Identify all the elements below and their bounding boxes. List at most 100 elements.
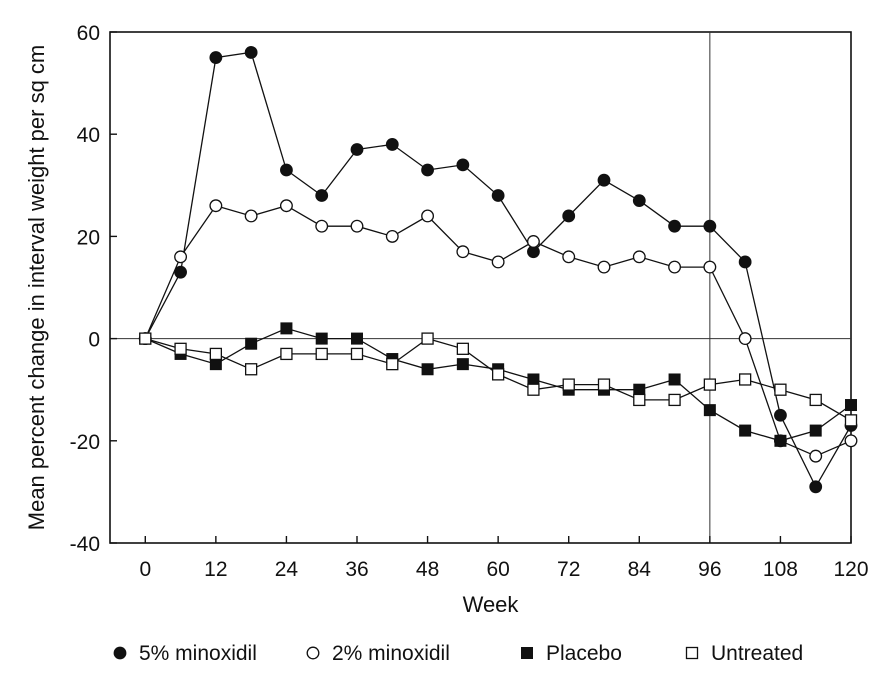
data-point-series-0 — [774, 408, 787, 422]
data-point-series-1 — [491, 255, 505, 269]
data-point-series-2 — [280, 322, 293, 335]
x-tick-label: 48 — [416, 558, 439, 581]
plot-frame — [109, 31, 852, 544]
data-point-series-1 — [844, 434, 858, 448]
data-point-series-0 — [315, 189, 329, 202]
data-point-series-1 — [738, 332, 752, 346]
data-point-series-0 — [209, 51, 223, 64]
data-point-series-3 — [597, 378, 611, 391]
data-point-series-1 — [350, 219, 364, 233]
data-point-series-1 — [809, 449, 823, 463]
x-tick-label: 0 — [139, 558, 151, 581]
data-point-series-0 — [632, 194, 646, 208]
data-point-series-2 — [527, 373, 540, 386]
data-point-series-2 — [668, 373, 681, 386]
data-point-series-2 — [845, 399, 857, 412]
data-point-series-3 — [633, 393, 646, 407]
data-point-series-1 — [597, 260, 611, 274]
x-tick-label: 36 — [345, 558, 368, 581]
data-point-series-2 — [315, 332, 328, 345]
x-tick-label: 108 — [763, 558, 798, 581]
legend-marker-3 — [685, 646, 699, 660]
x-tick-label: 24 — [275, 558, 299, 581]
data-point-series-2 — [209, 358, 222, 371]
data-point-series-1 — [668, 260, 682, 274]
data-point-series-3 — [386, 357, 399, 371]
data-point-series-2 — [774, 434, 787, 447]
data-point-series-1 — [562, 250, 576, 264]
data-point-series-2 — [809, 424, 822, 437]
series-line-0 — [144, 51, 852, 489]
data-point-series-0 — [703, 219, 717, 233]
legend-marker-1 — [306, 646, 320, 660]
x-tick-label: 120 — [833, 558, 868, 581]
data-point-series-3 — [844, 414, 858, 427]
data-point-series-2 — [245, 337, 258, 350]
x-tick-label: 12 — [204, 558, 227, 581]
data-point-series-3 — [280, 347, 293, 361]
data-point-series-1 — [421, 209, 435, 223]
data-point-series-0 — [456, 158, 470, 172]
y-tick-label: 0 — [88, 329, 100, 352]
data-point-series-1 — [244, 209, 258, 223]
data-point-series-2 — [739, 424, 752, 437]
data-point-series-1 — [209, 199, 223, 213]
data-point-series-0 — [809, 480, 823, 494]
data-point-series-3 — [562, 378, 575, 391]
data-point-series-3 — [668, 393, 681, 407]
data-point-series-2 — [351, 332, 363, 345]
data-point-series-3 — [774, 383, 787, 396]
data-point-series-2 — [421, 363, 434, 376]
data-point-series-1 — [703, 260, 717, 274]
data-point-series-3 — [456, 342, 470, 355]
data-point-series-0 — [280, 163, 293, 177]
data-point-series-2 — [703, 404, 716, 417]
x-tick-label: 60 — [486, 558, 509, 581]
data-point-series-0 — [174, 265, 187, 279]
data-point-series-1 — [632, 250, 646, 264]
data-point-series-3 — [139, 332, 152, 345]
data-point-series-3 — [315, 347, 328, 361]
data-point-series-1 — [174, 250, 188, 264]
y-tick-label: -20 — [70, 431, 100, 454]
data-point-series-0 — [562, 209, 576, 223]
data-point-series-0 — [597, 173, 611, 187]
x-tick-label: 96 — [698, 558, 721, 581]
data-point-series-0 — [350, 143, 364, 156]
data-point-series-1 — [526, 235, 540, 248]
legend-marker-2 — [521, 647, 533, 659]
y-axis-title: Mean percent change in interval weight p… — [24, 45, 49, 530]
data-point-series-0 — [421, 163, 434, 177]
data-point-series-1 — [385, 229, 399, 243]
y-tick-label: 60 — [77, 22, 100, 45]
y-tick-label: 20 — [77, 226, 100, 249]
data-point-series-3 — [738, 373, 752, 386]
data-point-series-2 — [456, 358, 469, 371]
data-point-series-1 — [456, 245, 470, 259]
data-point-series-0 — [385, 138, 399, 151]
y-tick-label: -40 — [70, 533, 100, 556]
x-axis-title: Week — [463, 592, 520, 617]
x-tick-label: 84 — [628, 558, 652, 581]
legend-label-1: 2% minoxidil — [332, 642, 450, 665]
data-point-series-3 — [421, 332, 434, 345]
data-point-series-0 — [738, 255, 752, 269]
legend-marker-0 — [113, 646, 127, 660]
legend-label-3: Untreated — [711, 642, 803, 665]
data-point-series-3 — [809, 393, 822, 407]
data-point-series-3 — [244, 363, 258, 376]
data-point-series-3 — [174, 342, 187, 355]
data-point-series-1 — [279, 199, 293, 213]
data-point-series-3 — [350, 347, 364, 361]
y-tick-label: 40 — [77, 124, 100, 147]
data-point-series-0 — [491, 189, 505, 202]
legend-label-2: Placebo — [546, 642, 622, 665]
data-point-series-3 — [209, 347, 223, 361]
data-point-series-3 — [703, 378, 717, 391]
series-line-1 — [144, 204, 852, 457]
legend-label-0: 5% minoxidil — [139, 642, 257, 665]
data-point-series-3 — [527, 383, 540, 396]
data-point-series-0 — [668, 219, 681, 233]
data-point-series-3 — [491, 368, 505, 381]
